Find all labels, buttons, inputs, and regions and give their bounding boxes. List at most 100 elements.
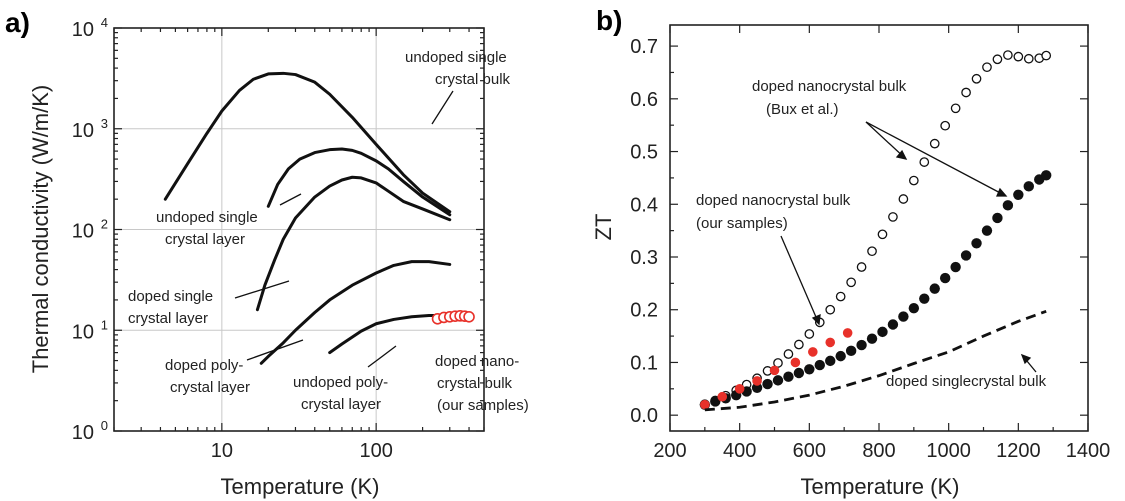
arrow-bux-open	[865, 121, 907, 160]
annotation-doped-poly-crystal-layer: doped poly- crystal layer	[165, 357, 250, 396]
data-point-doped-nanocrystal-bulk-our-samples	[790, 357, 801, 368]
arrowhead-bux-open	[895, 149, 908, 160]
data-point-doped-nanocrystal-bulk-bux-et-al-filled	[1002, 200, 1014, 211]
panel-b-y-tick-label: 0.4	[630, 194, 658, 216]
data-point-doped-nanocrystal-bulk-bux-et-al	[825, 304, 836, 315]
panel-a-letter: a)	[5, 7, 30, 38]
panel-a-y-tick-label: 10 2	[72, 217, 108, 243]
series-line-doped-poly-crystal-layer	[259, 260, 452, 365]
arrow-undoped-single-crystal-bulk	[431, 90, 454, 125]
panel-b-leader-lines	[780, 121, 1037, 373]
panel-b-y-tick-label: 0.1	[630, 352, 658, 374]
data-point-doped-nanocrystal-bulk-bux-et-al	[961, 87, 971, 98]
panel-b-x-tick-label: 800	[862, 440, 895, 462]
data-point-doped-nanocrystal-bulk-bux-et-al-filled	[992, 212, 1003, 224]
data-point-doped-nanocrystal-bulk-bux-et-al-filled	[856, 339, 867, 351]
arrow-doped-single-crystal-layer	[234, 280, 290, 299]
data-point-doped-nanocrystal-bulk-bux-et-al	[950, 103, 961, 114]
data-point-doped-nanocrystal-bulk-bux-et-al	[1023, 53, 1034, 64]
series-line-undoped-single-crystal-bulk	[163, 71, 452, 214]
data-point-doped-nanocrystal-bulk-bux-et-al-filled	[1041, 170, 1052, 181]
data-point-doped-nanocrystal-bulk-bux-et-al-filled	[845, 345, 857, 357]
data-point-doped-nanocrystal-bulk-bux-et-al-filled	[762, 378, 773, 390]
panel-a-series	[163, 71, 475, 365]
svg-text:102: 10 2	[72, 217, 108, 243]
data-point-doped-nanocrystal-bulk-bux-et-al-filled	[804, 364, 815, 375]
data-point-doped-nanocrystal-bulk-our-samples	[769, 365, 780, 376]
data-point-doped-nanocrystal-bulk-bux-et-al	[804, 329, 815, 339]
annotation-undoped-single-crystal-bulk: undoped single crystal bulk	[405, 49, 511, 88]
arrow-undoped-single-crystal-layer	[279, 193, 302, 206]
data-point-doped-nanocrystal-bulk-bux-et-al-filled	[887, 319, 899, 330]
data-point-doped-nanocrystal-bulk-bux-et-al	[929, 138, 940, 149]
arrow-undoped-poly-crystal-layer	[367, 345, 397, 368]
data-point-doped-nanocrystal-bulk-bux-et-al-filled	[950, 261, 961, 273]
data-point-doped-nanocrystal-bulk-bux-et-al-filled	[898, 311, 909, 322]
panel-b-x-tick-label: 600	[793, 440, 826, 462]
panel-a-y-axis-title: Thermal conductivity (W/m/K)	[28, 85, 53, 374]
panel-a-y-tick-label: 10 3	[72, 116, 108, 142]
panel-b-x-axis-title: Temperature (K)	[801, 474, 960, 499]
data-point-doped-nanocrystal-bulk-bux-et-al	[992, 54, 1003, 65]
panel-b-zt: b) 200 400 600 800 1000 1200 1400 0.0 0.…	[591, 5, 1110, 499]
data-point-doped-nanocrystal-bulk-bux-et-al	[794, 339, 804, 350]
arrow-doped-poly-crystal-layer	[246, 339, 304, 361]
panel-b-y-tick-label: 0.0	[630, 405, 658, 427]
data-point-doped-nanocrystal-bulk-bux-et-al-filled	[960, 250, 972, 261]
panel-a-tick-labels: 10 100 10 0 10 1 10 2 10 3 10 4	[72, 15, 393, 462]
annotation-undoped-poly-crystal-layer: undoped poly- crystal layer	[293, 374, 392, 413]
data-point-doped-nanocrystal-bulk-our-samples	[808, 347, 818, 357]
data-point-doped-nanocrystal-bulk-our-samples	[825, 337, 836, 348]
data-point-doped-nanocrystal-bulk-bux-et-al-filled	[835, 350, 846, 362]
data-point-doped-nanocrystal-bulk-bux-et-al	[877, 229, 888, 240]
data-point-doped-nanocrystal-bulk-bux-et-al-filled	[772, 375, 784, 386]
svg-text:101: 10 1	[72, 317, 108, 343]
panel-a-x-tick-label: 100	[359, 440, 392, 462]
data-point-doped-nanocrystal-bulk-bux-et-al-filled	[783, 371, 794, 382]
panel-b-tick-labels: 200 400 600 800 1000 1200 1400 0.0 0.1 0…	[630, 36, 1110, 462]
data-point-doped-nanocrystal-bulk-bux-et-al	[898, 194, 909, 204]
data-point-doped-nanocrystal-bulk-bux-et-al	[783, 349, 794, 359]
panel-a-y-tick-label: 10 1	[72, 317, 108, 343]
panel-b-y-axis-title: ZT	[591, 214, 616, 241]
arrow-our-samples	[780, 235, 820, 325]
data-point-doped-nanocrystal-bulk-our-samples	[717, 391, 728, 402]
series-line-doped-singlecrystal-bulk	[704, 309, 1047, 412]
panel-b-y-tick-label: 0.3	[630, 247, 658, 269]
annotation-undoped-single-crystal-layer: undoped single crystal layer	[156, 209, 262, 248]
data-point-doped-nanocrystal-bulk-bux-et-al-filled	[1013, 189, 1024, 200]
data-point-doped-nanocrystal-bulk-bux-et-al	[1041, 50, 1052, 61]
series-line-undoped-single-crystal-layer	[266, 147, 452, 217]
data-point-doped-nanocrystal-bulk-our-samples	[734, 384, 745, 394]
panel-a-x-axis-title: Temperature (K)	[221, 474, 380, 499]
panel-b-x-tick-label: 200	[653, 440, 686, 462]
svg-text:103: 10 3	[72, 116, 108, 142]
panel-a-y-tick-label: 10 0	[72, 418, 108, 444]
arrowhead-our-samples	[811, 313, 821, 326]
panel-b-x-tick-label: 400	[723, 440, 756, 462]
data-point-doped-nanocrystal-bulk-bux-et-al-filled	[825, 355, 836, 367]
data-point-doped-nanocrystal-bulk-our-samples	[752, 376, 762, 386]
panel-b-x-tick-label: 1400	[1066, 440, 1111, 462]
panel-b-frame	[669, 24, 1089, 432]
data-point-doped-nanocrystal-bulk-bux-et-al-filled	[971, 238, 982, 249]
panel-b-letter: b)	[596, 5, 622, 36]
data-point-doped-nanocrystal-bulk-bux-et-al-filled	[981, 225, 993, 236]
annotation-doped-single-crystal-layer: doped single crystal layer	[128, 288, 217, 327]
panel-b-y-tick-label: 0.7	[630, 36, 658, 58]
data-point-doped-nanocrystal-bulk-bux-et-al	[835, 291, 846, 302]
panel-a-grid	[114, 28, 484, 431]
panel-a-frame	[113, 27, 485, 432]
panel-b-y-tick-label: 0.6	[630, 89, 658, 111]
data-point-doped-nanocrystal-bulk-bux-et-al-filled	[877, 326, 888, 338]
panel-b-y-tick-label: 0.5	[630, 142, 658, 164]
data-point-doped-nanocrystal-bulk-bux-et-al	[982, 62, 992, 73]
data-point-doped-nanocrystal-bulk-bux-et-al	[888, 212, 898, 222]
data-point-doped-nanocrystal-bulk-bux-et-al-filled	[866, 333, 878, 344]
panel-a-x-tick-label: 10	[211, 440, 233, 462]
data-point-doped-nanocrystal-bulk-bux-et-al-filled	[793, 367, 805, 379]
data-point-doped-nanocrystal-bulk-bux-et-al-filled	[939, 272, 951, 284]
data-point-doped-nanocrystal-bulk-our-samples	[700, 399, 710, 410]
data-point-doped-nanocrystal-bulk-bux-et-al-filled	[751, 382, 763, 393]
